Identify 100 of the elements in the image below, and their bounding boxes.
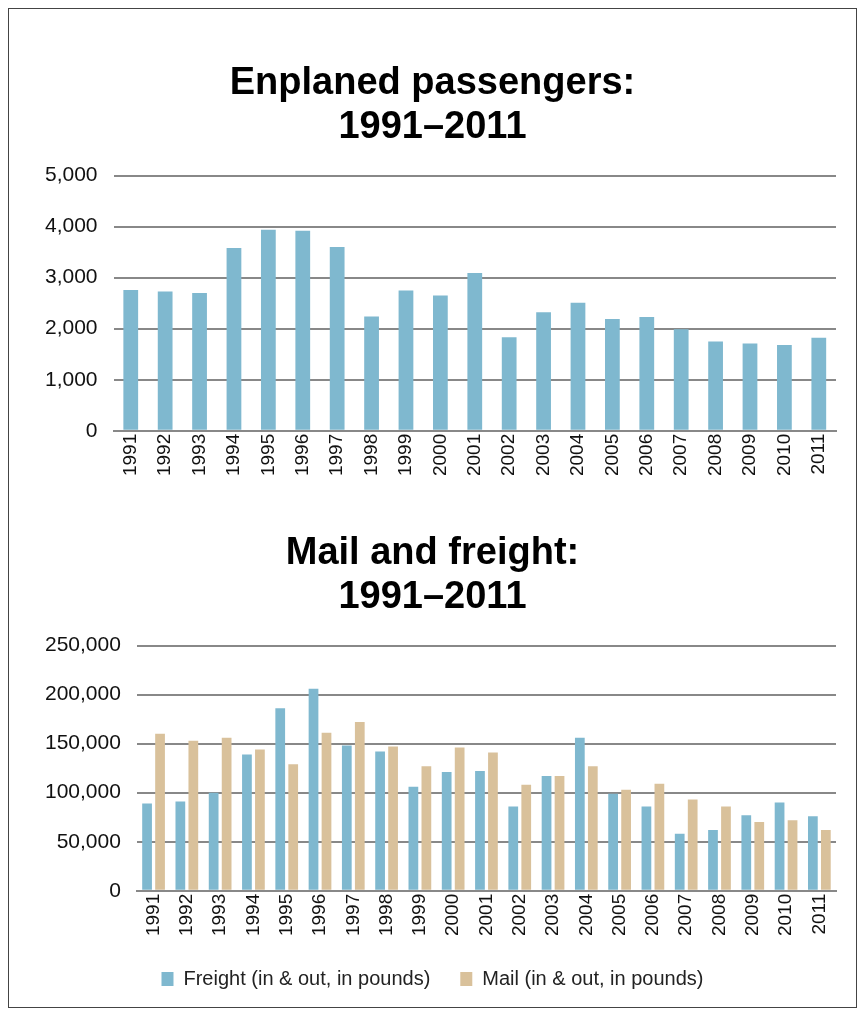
bar (295, 230, 311, 430)
x-tick-label: 2005 (600, 433, 622, 477)
y-tick-label: 4,000 (44, 213, 98, 237)
bar (536, 312, 551, 430)
y-tick-label: 1,000 (44, 366, 98, 390)
bar (708, 829, 718, 890)
x-tick-label: 1997 (341, 893, 363, 937)
x-tick-label: 2008 (707, 893, 729, 937)
bar (570, 302, 586, 430)
x-tick-label: 1994 (241, 893, 263, 937)
bar (175, 801, 186, 890)
bar (673, 329, 689, 430)
x-tick-label: 2009 (738, 433, 760, 477)
y-tick-label: 100,000 (44, 779, 121, 803)
x-tick-label: 1999 (394, 433, 416, 477)
x-tick-label: 2006 (641, 893, 663, 937)
bar (288, 764, 299, 890)
x-tick-label: 2011 (807, 893, 829, 935)
y-tick-label: 3,000 (44, 264, 98, 288)
x-tick-label: 2010 (772, 433, 794, 477)
x-tick-label: 1993 (187, 433, 209, 477)
x-tick-label: 2005 (607, 893, 629, 937)
bar (208, 792, 219, 890)
y-tick-label: 2,000 (44, 315, 98, 339)
bar (354, 722, 365, 890)
bar (787, 820, 798, 890)
bar (142, 803, 152, 890)
bar (221, 737, 232, 890)
bar (754, 822, 765, 890)
y-tick-label: 150,000 (44, 730, 121, 754)
bar (639, 316, 655, 430)
x-tick-label: 2003 (531, 433, 553, 477)
x-tick-label: 1994 (222, 433, 244, 477)
y-tick-label: 250,000 (44, 632, 121, 656)
bar (321, 732, 332, 890)
x-tick-label: 1995 (256, 433, 278, 477)
bar (541, 776, 552, 890)
x-tick-label: 1992 (153, 433, 175, 477)
bar (741, 815, 752, 890)
x-tick-label: 2006 (635, 433, 657, 477)
bar (275, 708, 286, 890)
bar (308, 688, 319, 890)
x-tick-label: 2002 (507, 893, 529, 937)
x-tick-label: 1999 (408, 893, 430, 937)
x-tick-label: 2004 (566, 433, 588, 477)
bar (364, 316, 379, 430)
bar (157, 291, 173, 430)
bar (192, 292, 207, 430)
x-tick-label: 2008 (703, 433, 725, 477)
bar (421, 766, 432, 890)
bar (242, 754, 252, 890)
chart-title: Mail and freight: 1991–2011 (284, 529, 581, 617)
x-tick-label: 1991 (141, 893, 163, 937)
x-tick-label: 1998 (359, 433, 381, 477)
y-tick-label: 200,000 (44, 681, 121, 705)
y-tick-label: 0 (85, 417, 98, 441)
x-tick-label: 2001 (463, 433, 485, 477)
bar (260, 229, 276, 430)
bar (441, 772, 452, 890)
bar (608, 793, 618, 890)
x-tick-label: 2010 (774, 893, 796, 937)
y-tick-label: 50,000 (56, 828, 121, 852)
bar (226, 248, 242, 430)
bar (329, 247, 345, 430)
bar (811, 337, 827, 430)
y-tick-label: 5,000 (44, 162, 98, 186)
bar (774, 802, 785, 890)
bar (501, 337, 517, 430)
bar (777, 345, 792, 430)
bar (155, 733, 165, 890)
bar (255, 749, 265, 890)
bar (721, 806, 731, 890)
x-tick-label: 2002 (497, 433, 519, 477)
bar (408, 786, 419, 890)
x-tick-label: 2004 (574, 893, 596, 937)
x-tick-label: 1997 (325, 433, 347, 477)
bar (341, 745, 352, 890)
bar (123, 289, 139, 430)
bar (687, 799, 698, 890)
bar (554, 776, 565, 890)
chart-title: Enplaned passengers: 1991–2011 (228, 59, 637, 147)
bar (508, 806, 519, 890)
x-tick-label: 2011 (807, 433, 829, 475)
x-tick-label: 1993 (208, 893, 230, 937)
x-tick-label: 2001 (474, 893, 496, 937)
x-tick-label: 2009 (741, 893, 763, 937)
x-tick-label: 1998 (374, 893, 396, 937)
legend-label: Mail (in & out, in pounds) (482, 966, 704, 989)
x-tick-label: 1995 (274, 893, 296, 937)
x-tick-label: 2003 (541, 893, 563, 937)
bar (488, 752, 498, 890)
x-tick-label: 1996 (291, 433, 312, 477)
bar (654, 783, 665, 890)
x-tick-label: 2007 (674, 893, 696, 937)
x-tick-label: 1992 (175, 893, 197, 937)
x-tick-label: 1996 (308, 893, 330, 937)
y-tick-label: 0 (109, 877, 121, 901)
bar (621, 789, 631, 890)
bar (587, 766, 598, 890)
bar (467, 273, 483, 430)
